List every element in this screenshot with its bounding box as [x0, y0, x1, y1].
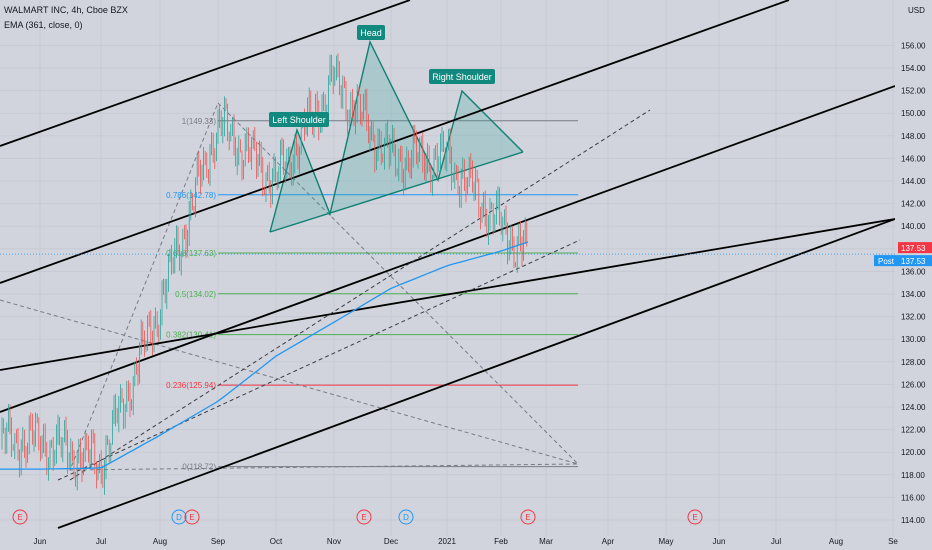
channel-line[interactable]: [57, 218, 896, 529]
event-marker[interactable]: [171, 509, 187, 525]
channel-line[interactable]: [0, 218, 896, 371]
neckline[interactable]: [269, 151, 524, 233]
time-tick: Sep: [211, 537, 226, 546]
indicator-legend[interactable]: EMA (361, close, 0): [4, 20, 83, 30]
fib-level-label: 1(149.33): [182, 117, 217, 126]
price-tick: 130.00: [901, 335, 926, 344]
trend-channels[interactable]: [0, 0, 896, 529]
price-tick: 148.00: [901, 132, 926, 141]
price-tick: 128.00: [901, 358, 926, 367]
price-axis[interactable]: USD 114.00 116.00 118.00 120.00 122.00 124.00 1…: [874, 0, 932, 550]
channel-midline[interactable]: [57, 239, 581, 481]
event-marker[interactable]: [687, 509, 703, 525]
fib-level-label: 0.618(137.63): [166, 249, 216, 258]
right-shoulder-label-box: [429, 69, 495, 84]
symbol-title: WALMART INC, 4h, Cboe BZX: [4, 5, 128, 15]
fib-diagonal[interactable]: [0, 299, 579, 465]
pattern-fill: [270, 42, 523, 232]
price-tick: 142.00: [901, 200, 926, 209]
event-marker[interactable]: [184, 509, 200, 525]
time-tick: Mar: [539, 537, 553, 546]
fib-level-label: 0.5(134.02): [175, 290, 216, 299]
time-tick: Nov: [327, 537, 341, 546]
pattern-outline[interactable]: [269, 39, 524, 233]
left-shoulder-label: Left Shoulder: [272, 115, 326, 125]
fib-level-label: 0.236(125.94): [166, 381, 216, 390]
time-tick: May: [658, 537, 673, 546]
head-label-box: [357, 25, 385, 40]
post-tag: Post: [878, 257, 895, 266]
event-marker[interactable]: [398, 509, 414, 525]
fib-level-label: 0.382(130.41): [166, 331, 216, 340]
event-marker[interactable]: [356, 509, 372, 525]
channel-line[interactable]: [0, 0, 411, 147]
left-shoulder-label-box: [269, 112, 329, 127]
price-tick: 120.00: [901, 448, 926, 457]
fib-level-label: 0(118.72): [182, 463, 216, 472]
time-tick: 2021: [438, 537, 456, 546]
right-shoulder-label: Right Shoulder: [432, 72, 492, 82]
time-axis[interactable]: Jun Jul Aug Sep Oct Nov Dec 2021 Feb Mar Apr May Jun…: [0, 536, 898, 550]
event-marker-label: D: [403, 513, 409, 522]
channel-midline[interactable]: [69, 109, 651, 481]
post-price-badge[interactable]: [898, 255, 932, 267]
event-marker-label: E: [692, 513, 697, 522]
time-tick: Apr: [602, 537, 615, 546]
price-tick: 156.00: [901, 41, 926, 50]
time-tick: Jun: [34, 537, 47, 546]
last-price-value: 137.53: [901, 244, 926, 253]
price-tick: 152.00: [901, 87, 926, 96]
price-tick: 134.00: [901, 290, 926, 299]
price-tick: 154.00: [901, 64, 926, 73]
event-marker-label: E: [17, 513, 22, 522]
price-tick: 146.00: [901, 154, 926, 163]
event-marker-label: E: [361, 513, 366, 522]
event-marker[interactable]: [520, 509, 536, 525]
channel-line[interactable]: [0, 85, 896, 413]
event-marker-label: D: [176, 513, 182, 522]
price-axis-bg: [895, 0, 932, 550]
head-and-shoulders-pattern[interactable]: [269, 39, 524, 233]
fib-level-label: 0.786(142.78): [166, 191, 216, 200]
price-tick: 122.00: [901, 426, 926, 435]
price-tick: 114.00: [901, 516, 925, 525]
time-tick: Oct: [270, 537, 283, 546]
time-tick: Jul: [96, 537, 106, 546]
time-axis-bg: [0, 536, 895, 550]
channel-line[interactable]: [0, 0, 790, 284]
time-tick: Dec: [384, 537, 398, 546]
time-tick: Se: [888, 537, 898, 546]
ema-line: [0, 241, 529, 470]
pattern-labels: Head Left Shoulder Right Shoulder: [269, 25, 495, 127]
last-price-badge[interactable]: [898, 242, 932, 254]
price-tick: 126.00: [901, 380, 926, 389]
event-marker-label: E: [189, 513, 194, 522]
currency-label: USD: [908, 6, 925, 15]
price-tick: 124.00: [901, 403, 926, 412]
price-tick: 132.00: [901, 313, 926, 322]
time-tick: Aug: [153, 537, 167, 546]
price-tick: 116.00: [901, 493, 925, 502]
head-label: Head: [360, 28, 382, 38]
time-tick: Jun: [713, 537, 726, 546]
event-marker-label: E: [525, 513, 530, 522]
price-tick: 150.00: [901, 109, 926, 118]
price-tick: 140.00: [901, 222, 926, 231]
time-tick: Jul: [771, 537, 781, 546]
time-tick: Aug: [829, 537, 843, 546]
price-tick: 136.00: [901, 267, 926, 276]
price-tick: 144.00: [901, 177, 926, 186]
event-marker[interactable]: [12, 509, 28, 525]
price-tick: 118.00: [901, 471, 925, 480]
post-tag-badge[interactable]: [874, 255, 898, 267]
time-tick: Feb: [494, 537, 508, 546]
ema-361-line: [0, 241, 529, 470]
post-price-value: 137.53: [901, 257, 926, 266]
fib-trend-line[interactable]: [69, 102, 580, 471]
